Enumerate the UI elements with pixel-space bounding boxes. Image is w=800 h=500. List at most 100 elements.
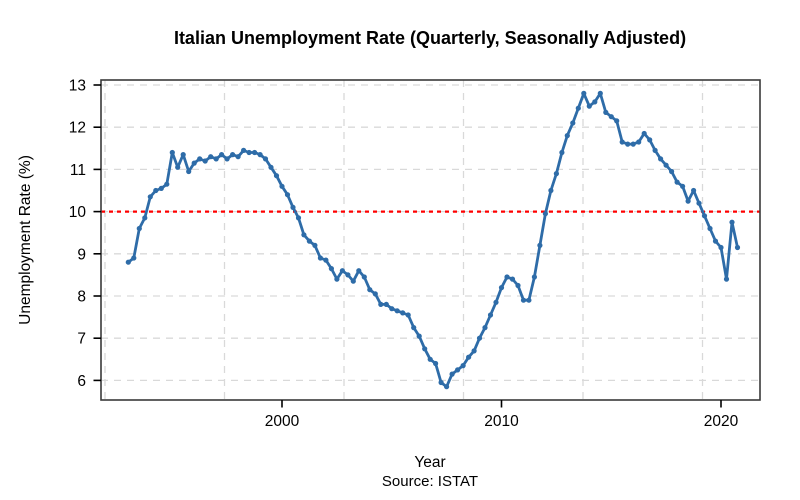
data-point bbox=[455, 367, 461, 373]
data-point bbox=[691, 187, 697, 194]
data-point bbox=[504, 274, 510, 280]
data-point bbox=[202, 158, 208, 164]
x-axis-label: Year bbox=[414, 454, 445, 471]
data-point bbox=[608, 114, 614, 120]
data-point bbox=[658, 156, 664, 162]
data-point bbox=[389, 306, 395, 312]
data-point bbox=[476, 335, 483, 341]
data-point bbox=[515, 282, 521, 289]
data-point bbox=[394, 308, 400, 314]
data-point bbox=[586, 103, 592, 109]
data-point bbox=[252, 149, 258, 156]
data-point bbox=[466, 354, 472, 360]
data-point bbox=[350, 278, 356, 284]
data-point bbox=[295, 215, 302, 221]
data-point bbox=[723, 276, 730, 282]
data-point bbox=[647, 137, 653, 143]
data-point bbox=[680, 183, 686, 189]
data-point bbox=[345, 272, 351, 278]
data-point bbox=[334, 276, 340, 282]
data-series bbox=[125, 90, 741, 390]
y-axis-label: Unemployment Rate (%) bbox=[17, 155, 34, 325]
data-point bbox=[663, 162, 669, 168]
data-point bbox=[246, 149, 252, 156]
data-point bbox=[323, 257, 329, 263]
data-point bbox=[641, 130, 647, 137]
data-point bbox=[575, 105, 581, 111]
data-point bbox=[400, 310, 406, 316]
data-point bbox=[191, 160, 197, 166]
plot-box bbox=[100, 79, 761, 401]
data-point bbox=[273, 173, 280, 179]
data-point bbox=[701, 213, 708, 219]
series-line bbox=[126, 92, 739, 389]
data-point bbox=[284, 192, 291, 198]
data-point bbox=[449, 371, 455, 377]
data-point bbox=[213, 156, 219, 162]
data-point bbox=[712, 238, 719, 244]
y-tick-11: 11 bbox=[70, 162, 86, 179]
x-tick-2000: 2000 bbox=[265, 413, 300, 430]
data-point bbox=[158, 185, 164, 191]
data-point bbox=[482, 325, 488, 331]
data-point bbox=[136, 225, 142, 232]
data-point bbox=[696, 200, 702, 206]
data-point bbox=[230, 152, 236, 158]
data-point bbox=[531, 274, 538, 280]
data-point bbox=[630, 141, 636, 147]
data-point bbox=[614, 118, 620, 124]
data-point bbox=[685, 198, 691, 204]
data-point bbox=[718, 244, 724, 251]
data-point bbox=[537, 242, 543, 248]
data-point bbox=[372, 291, 378, 297]
y-tick-9: 9 bbox=[77, 246, 86, 263]
data-point bbox=[290, 204, 296, 210]
data-point bbox=[317, 255, 323, 261]
data-point bbox=[427, 356, 433, 362]
data-point bbox=[125, 259, 131, 265]
data-point bbox=[175, 164, 181, 170]
data-point bbox=[570, 120, 576, 126]
data-point bbox=[674, 179, 680, 185]
data-point bbox=[438, 379, 444, 386]
data-point bbox=[652, 147, 658, 153]
gridlines bbox=[101, 80, 760, 400]
data-point bbox=[603, 109, 609, 115]
source-note: Source: ISTAT bbox=[382, 473, 478, 490]
data-point bbox=[487, 312, 494, 318]
data-point bbox=[707, 225, 713, 232]
y-tick-8: 8 bbox=[77, 289, 86, 306]
y-tick-labels: 13 12 11 10 9 8 7 6 bbox=[69, 78, 87, 390]
data-point bbox=[262, 156, 269, 162]
data-point bbox=[367, 287, 373, 293]
data-point bbox=[526, 297, 532, 303]
data-point bbox=[405, 312, 411, 318]
data-point bbox=[559, 149, 565, 156]
data-point bbox=[564, 133, 570, 139]
y-tick-10: 10 bbox=[69, 204, 87, 221]
data-point bbox=[669, 168, 675, 175]
data-point bbox=[241, 147, 247, 153]
y-tick-6: 6 bbox=[77, 373, 86, 390]
data-point bbox=[542, 211, 549, 217]
data-point bbox=[625, 141, 631, 147]
data-point bbox=[208, 154, 214, 160]
chart-title: Italian Unemployment Rate (Quarterly, Se… bbox=[174, 28, 686, 48]
data-point bbox=[257, 152, 263, 158]
data-point bbox=[411, 325, 417, 331]
data-point bbox=[268, 164, 274, 170]
data-point bbox=[356, 268, 362, 274]
data-point bbox=[734, 244, 741, 251]
data-point bbox=[509, 276, 516, 282]
data-point bbox=[131, 255, 137, 261]
data-point bbox=[520, 297, 527, 303]
data-point bbox=[142, 215, 148, 221]
data-point bbox=[383, 301, 389, 307]
data-point bbox=[153, 187, 159, 194]
data-point bbox=[444, 384, 450, 390]
data-point bbox=[197, 156, 203, 162]
data-point bbox=[619, 139, 625, 145]
x-tick-labels: 2000 2010 2020 bbox=[265, 413, 739, 430]
x-tick-2010: 2010 bbox=[484, 413, 519, 430]
